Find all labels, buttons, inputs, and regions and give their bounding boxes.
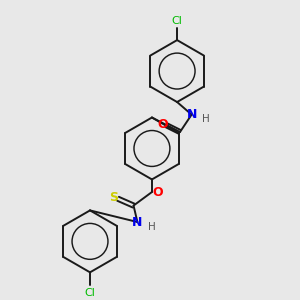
Text: N: N <box>186 108 197 121</box>
Text: Cl: Cl <box>172 16 182 26</box>
Text: O: O <box>157 118 168 131</box>
Text: S: S <box>109 191 118 204</box>
Text: N: N <box>132 215 142 229</box>
Text: H: H <box>202 114 210 124</box>
Text: Cl: Cl <box>85 288 95 298</box>
Text: O: O <box>152 185 163 199</box>
Text: H: H <box>148 222 156 232</box>
